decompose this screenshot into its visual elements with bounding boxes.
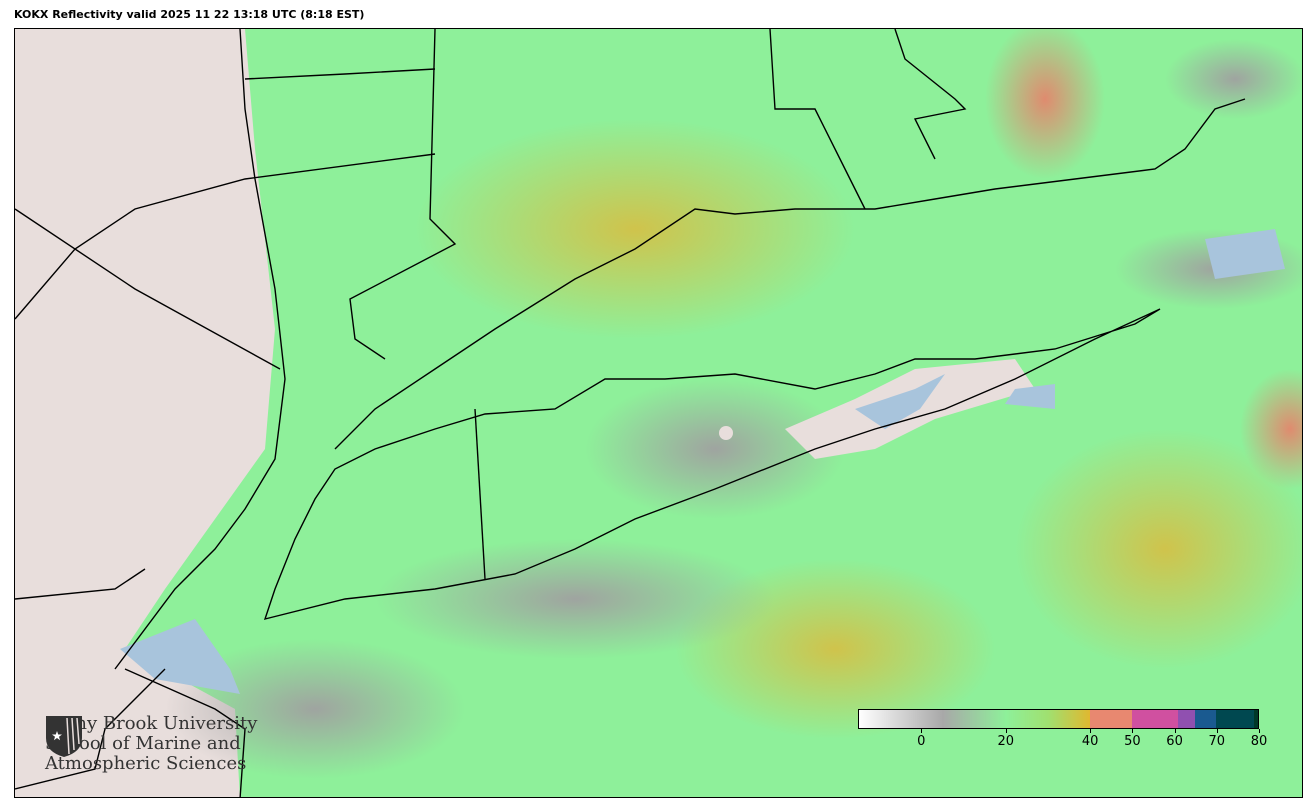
colorbar-tick-label: 20 [997, 734, 1015, 749]
echo-gray [1165, 39, 1302, 119]
county-line [474, 408, 486, 580]
echo-gray [585, 379, 845, 519]
coastline-ct [334, 98, 1246, 450]
sbu-shield-icon [46, 716, 82, 757]
echo-gray [165, 639, 465, 779]
colorbar-tick-label: 70 [1208, 734, 1226, 749]
echo-orange [1240, 369, 1302, 489]
sbu-logo: Stony Brook University School of Marine … [45, 714, 257, 774]
state-line-nj-pa [15, 153, 436, 320]
state-line-pa [244, 68, 436, 80]
map-title: KOKX Reflectivity valid 2025 11 22 13:18… [14, 8, 365, 21]
echo-yellow [415, 119, 855, 339]
logo-line: School of Marine and [45, 733, 241, 754]
coastline-nj-shore [124, 668, 246, 797]
echo-yellow [1015, 429, 1302, 669]
colorbar-tick-label: 0 [917, 734, 926, 749]
colorbar-tick-mark [921, 729, 923, 733]
state-line-ny-nj [15, 208, 281, 370]
colorbar-tick-mark [1090, 729, 1092, 733]
state-line-ma-ct [894, 29, 967, 160]
colorbar-tick-mark [1132, 729, 1134, 733]
colorbar-tick-mark [1174, 729, 1176, 733]
colorbar-tick-label: 50 [1124, 734, 1141, 749]
coastline-long-island [263, 308, 1161, 620]
county-line [15, 668, 166, 790]
colorbar-tick-mark [1005, 729, 1007, 733]
echo-orange [985, 29, 1105, 179]
echo-gray [375, 539, 775, 659]
water-bay [120, 619, 240, 694]
boundaries [15, 29, 1246, 797]
logo-line: Stony Brook University [45, 713, 258, 734]
colorbar-tick-label: 40 [1081, 734, 1099, 749]
radar-site-marker [719, 426, 733, 440]
coastline-nj [114, 29, 286, 670]
county-line [15, 568, 146, 600]
water-peconic [855, 374, 945, 429]
state-line-ny-ct [349, 29, 457, 360]
reflectivity-colorbar [858, 709, 1259, 729]
radar-map[interactable]: Stony Brook University School of Marine … [14, 28, 1303, 798]
colorbar-tick-label: 80 [1250, 734, 1268, 749]
state-line-ct-ri [769, 29, 866, 210]
colorbar-tick-label: 60 [1166, 734, 1183, 749]
colorbar-tick-mark [1216, 729, 1218, 733]
logo-text: Stony Brook University School of Marine … [45, 714, 257, 774]
radar-map-canvas [15, 29, 1302, 797]
water-block-island [1205, 229, 1285, 279]
logo-line: Atmospheric Sciences [45, 753, 247, 774]
colorbar-tick-mark [1259, 729, 1260, 733]
land-west [15, 29, 275, 797]
water-peconic [1005, 384, 1055, 409]
